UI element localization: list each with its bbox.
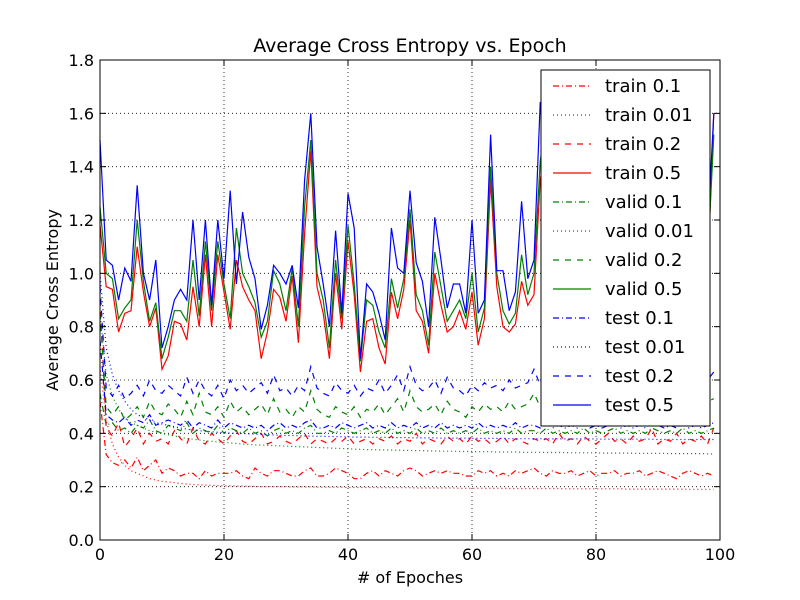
plot-frame: [99, 59, 721, 541]
y-tick-label: 1.0: [69, 264, 94, 283]
legend-label: valid 0.2: [605, 250, 682, 271]
y-tick-label: 1.2: [69, 211, 94, 230]
series-line-test-0-1: [99, 339, 715, 432]
y-tick-label: 0.4: [69, 424, 94, 443]
y-tick-label: 0.0: [69, 531, 94, 550]
legend-box: [540, 69, 711, 427]
x-tick-label: 40: [338, 545, 358, 564]
x-axis-label: # of Epoches: [357, 568, 463, 587]
legend-label: test 0.01: [605, 337, 685, 358]
x-tick-label: 80: [586, 545, 606, 564]
series-line-train-0-1: [99, 401, 715, 480]
legend: train 0.1 train 0.01 train 0.2 train 0.5 val…: [540, 69, 711, 427]
legend-label: valid 0.5: [605, 279, 682, 300]
legend-label: test 0.1: [605, 308, 674, 329]
y-tick-label: 1.4: [69, 158, 94, 177]
series-line-train-0-2: [99, 299, 715, 449]
legend-label: train 0.5: [605, 163, 681, 184]
legend-label: test 0.5: [605, 395, 674, 416]
legend-label: train 0.1: [605, 76, 681, 97]
chart-title: Average Cross Entropy vs. Epoch: [253, 35, 566, 57]
legend-label: train 0.01: [605, 105, 693, 126]
y-tick-label: 1.8: [69, 51, 94, 70]
x-tick-label: 20: [214, 545, 234, 564]
legend-label: test 0.2: [605, 366, 674, 387]
y-axis-label: Average Cross Entropy: [43, 209, 62, 391]
series-line-valid-0-01: [99, 313, 714, 455]
axis-ticks: 0 20 40 60 80 100 0.0 0.2 0.4 0.6 0.8 1.0 1.2 1.4 1.6 1…: [69, 51, 736, 564]
x-tick-label: 60: [462, 545, 482, 564]
legend-label: valid 0.1: [605, 192, 682, 213]
legend-label: valid 0.01: [605, 221, 694, 242]
y-tick-label: 1.6: [69, 104, 94, 123]
series-line-train-0-01: [99, 366, 714, 490]
y-tick-label: 0.8: [69, 318, 94, 337]
x-tick-label: 100: [705, 545, 736, 564]
y-tick-label: 0.2: [69, 478, 94, 497]
legend-label: train 0.2: [605, 134, 681, 155]
y-tick-label: 0.6: [69, 371, 94, 390]
series-line-valid-0-1: [99, 393, 715, 437]
x-tick-label: 0: [95, 545, 105, 564]
